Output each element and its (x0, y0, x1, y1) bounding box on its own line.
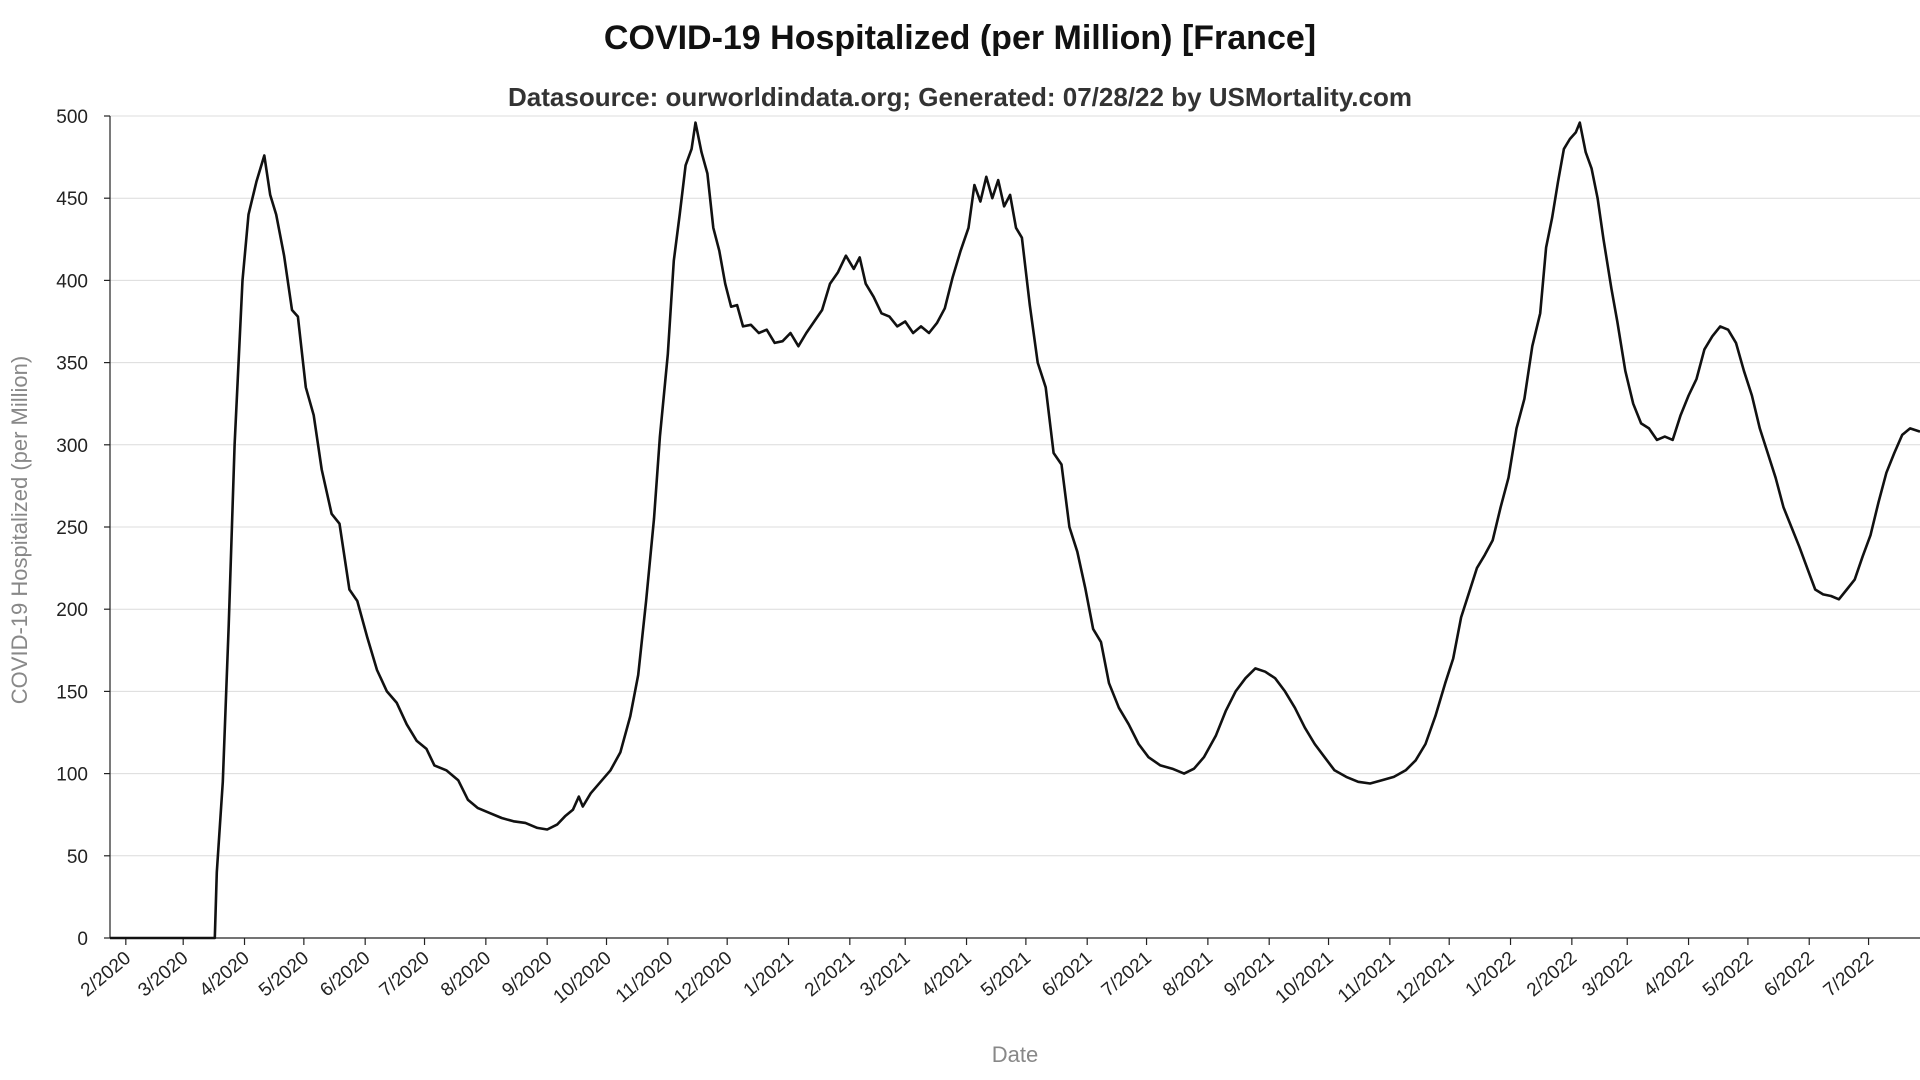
y-tick-label: 100 (56, 765, 88, 786)
y-tick-label: 500 (56, 107, 88, 128)
x-tick-label: 4/2021 (918, 948, 976, 1001)
y-tick-label: 400 (56, 271, 88, 292)
series-line (110, 121, 1920, 940)
series-group (110, 121, 1920, 940)
x-tick-label: 4/2022 (1640, 948, 1698, 1001)
y-axis-ticks: 0 50 100 150 200 250 300 350 400 450 500 (56, 107, 110, 950)
x-tick-label: 12/2021 (1392, 948, 1458, 1008)
x-tick-label: 9/2021 (1220, 948, 1278, 1001)
grid-lines (110, 115, 1920, 857)
chart-subtitle: Datasource: ourworldindata.org; Generate… (508, 82, 1412, 112)
x-tick-label: 6/2020 (316, 948, 374, 1001)
y-tick-label: 50 (67, 847, 88, 868)
x-tick-label: 6/2022 (1760, 948, 1818, 1001)
x-tick-label: 3/2022 (1578, 948, 1636, 1001)
x-axis-ticks: 2/2020 3/2020 4/2020 5/2020 6/2020 7/2020 8/20… (77, 938, 1878, 1008)
x-tick-label: 2/2022 (1523, 948, 1581, 1001)
x-tick-label: 5/2022 (1699, 948, 1757, 1001)
y-tick-label: 150 (56, 682, 88, 703)
x-tick-label: 11/2020 (612, 948, 677, 1007)
x-tick-label: 7/2022 (1820, 948, 1878, 1001)
x-tick-label: 7/2021 (1098, 948, 1156, 1001)
x-tick-label: 6/2021 (1038, 948, 1096, 1001)
x-tick-label: 8/2020 (437, 948, 495, 1001)
x-tick-label: 5/2021 (977, 948, 1035, 1001)
x-tick-label: 5/2020 (255, 948, 313, 1001)
x-tick-label: 2/2020 (77, 948, 135, 1001)
x-tick-label: 3/2020 (134, 948, 192, 1001)
x-tick-label: 12/2020 (670, 948, 736, 1008)
x-tick-label: 10/2020 (550, 948, 616, 1008)
chart-title: COVID-19 Hospitalized (per Million) [Fra… (604, 19, 1316, 57)
y-tick-label: 250 (56, 518, 88, 539)
x-tick-label: 8/2021 (1159, 948, 1217, 1001)
y-tick-label: 200 (56, 600, 88, 621)
y-tick-label: 450 (56, 189, 88, 210)
x-tick-label: 3/2021 (856, 948, 914, 1001)
x-tick-label: 10/2021 (1272, 948, 1338, 1008)
y-tick-label: 300 (56, 436, 88, 457)
x-tick-label: 2/2021 (801, 948, 859, 1001)
x-tick-label: 1/2022 (1462, 948, 1520, 1001)
y-tick-label: 0 (77, 929, 88, 950)
y-axis-title: COVID-19 Hospitalized (per Million) (7, 356, 32, 704)
x-tick-label: 11/2021 (1334, 948, 1399, 1007)
y-tick-label: 350 (56, 354, 88, 375)
x-tick-label: 9/2020 (498, 948, 556, 1001)
x-tick-label: 4/2020 (196, 948, 254, 1001)
x-tick-label: 1/2021 (740, 948, 798, 1001)
x-axis-title: Date (992, 1042, 1038, 1067)
x-tick-label: 7/2020 (376, 948, 434, 1001)
